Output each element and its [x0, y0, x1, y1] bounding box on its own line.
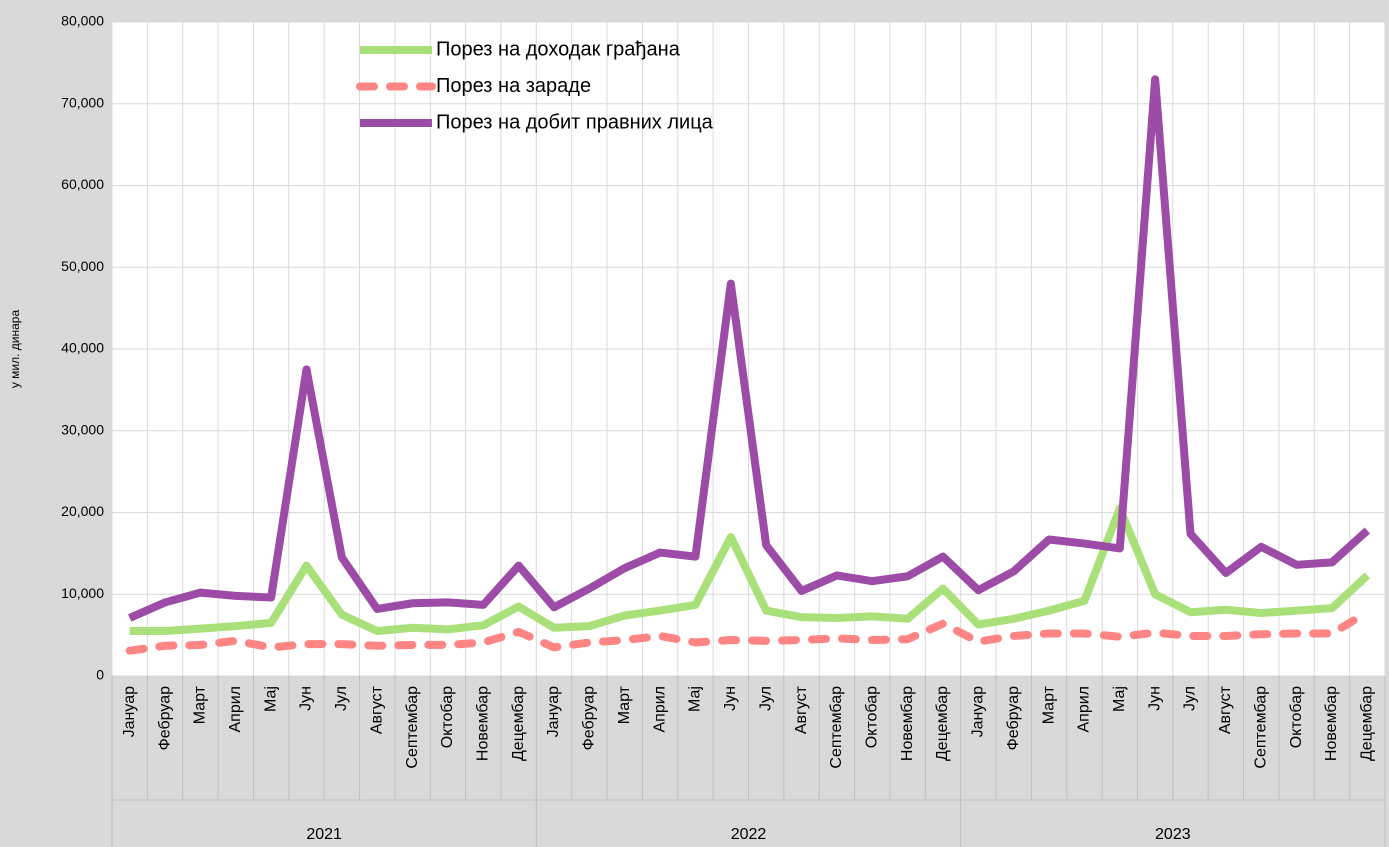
- legend-label: Порез на доходак грађана: [436, 38, 681, 60]
- x-tick-label: Март: [1040, 685, 1057, 724]
- series-line: [128, 75, 1370, 622]
- x-tick-label: Август: [368, 685, 385, 734]
- y-tick-label: 40,000: [61, 340, 104, 356]
- series-line: [129, 504, 1371, 636]
- x-tick-label: Октобар: [1288, 686, 1305, 748]
- x-tick-label: Октобар: [863, 686, 880, 748]
- y-tick-label: 70,000: [61, 94, 104, 110]
- x-tick-label: Новембар: [899, 686, 916, 761]
- x-tick-label: Јун: [722, 686, 739, 711]
- y-tick-label: 10,000: [61, 585, 104, 601]
- x-tick-label: Март: [616, 685, 633, 724]
- x-tick-label: Септембар: [1252, 686, 1269, 769]
- x-tick-label: Мај: [687, 686, 704, 712]
- x-tick-label: Новембар: [475, 686, 492, 761]
- x-group-label: 2023: [1155, 826, 1191, 843]
- series-line: [125, 608, 1372, 655]
- x-tick-label: Децембар: [934, 686, 951, 761]
- y-tick-label: 0: [96, 667, 104, 683]
- x-tick-label: Септембар: [404, 686, 421, 769]
- y-axis-label: у мил. динара: [8, 310, 22, 389]
- x-tick-label: Јун: [1146, 686, 1163, 711]
- x-tick-label: Август: [793, 685, 810, 734]
- x-tick-label: Април: [227, 686, 244, 733]
- legend-label: Порез на зараде: [436, 75, 591, 97]
- x-tick-label: Мај: [262, 686, 279, 712]
- x-group-label: 2022: [731, 826, 767, 843]
- x-group-label: 2021: [306, 826, 342, 843]
- x-tick-label: Јануар: [970, 686, 987, 737]
- x-tick-label: Фебруар: [1005, 686, 1022, 750]
- x-tick-label: Октобар: [439, 686, 456, 748]
- x-tick-label: Јун: [298, 686, 315, 711]
- x-tick-label: Септембар: [828, 686, 845, 769]
- x-tick-label: Децембар: [510, 686, 527, 761]
- y-tick-label: 80,000: [61, 13, 104, 29]
- x-tick-label: Јануар: [545, 686, 562, 737]
- y-tick-label: 50,000: [61, 258, 104, 274]
- x-tick-label: Новембар: [1323, 686, 1340, 761]
- x-tick-label: Јул: [757, 686, 774, 711]
- x-tick-label: Април: [1076, 686, 1093, 733]
- x-tick-label: Август: [1217, 685, 1234, 734]
- y-tick-label: 20,000: [61, 503, 104, 519]
- x-tick-label: Април: [651, 686, 668, 733]
- x-tick-label: Март: [192, 685, 209, 724]
- x-tick-label: Јануар: [121, 686, 138, 737]
- legend-label: Порез на добит правних лица: [436, 111, 714, 133]
- y-tick-label: 60,000: [61, 176, 104, 192]
- x-tick-label: Фебруар: [581, 686, 598, 750]
- x-tick-label: Децембар: [1359, 686, 1376, 761]
- x-tick-label: Мај: [1111, 686, 1128, 712]
- x-tick-label: Јул: [1182, 686, 1199, 711]
- y-tick-label: 30,000: [61, 421, 104, 437]
- x-tick-label: Јул: [333, 686, 350, 711]
- x-tick-label: Фебруар: [156, 686, 173, 750]
